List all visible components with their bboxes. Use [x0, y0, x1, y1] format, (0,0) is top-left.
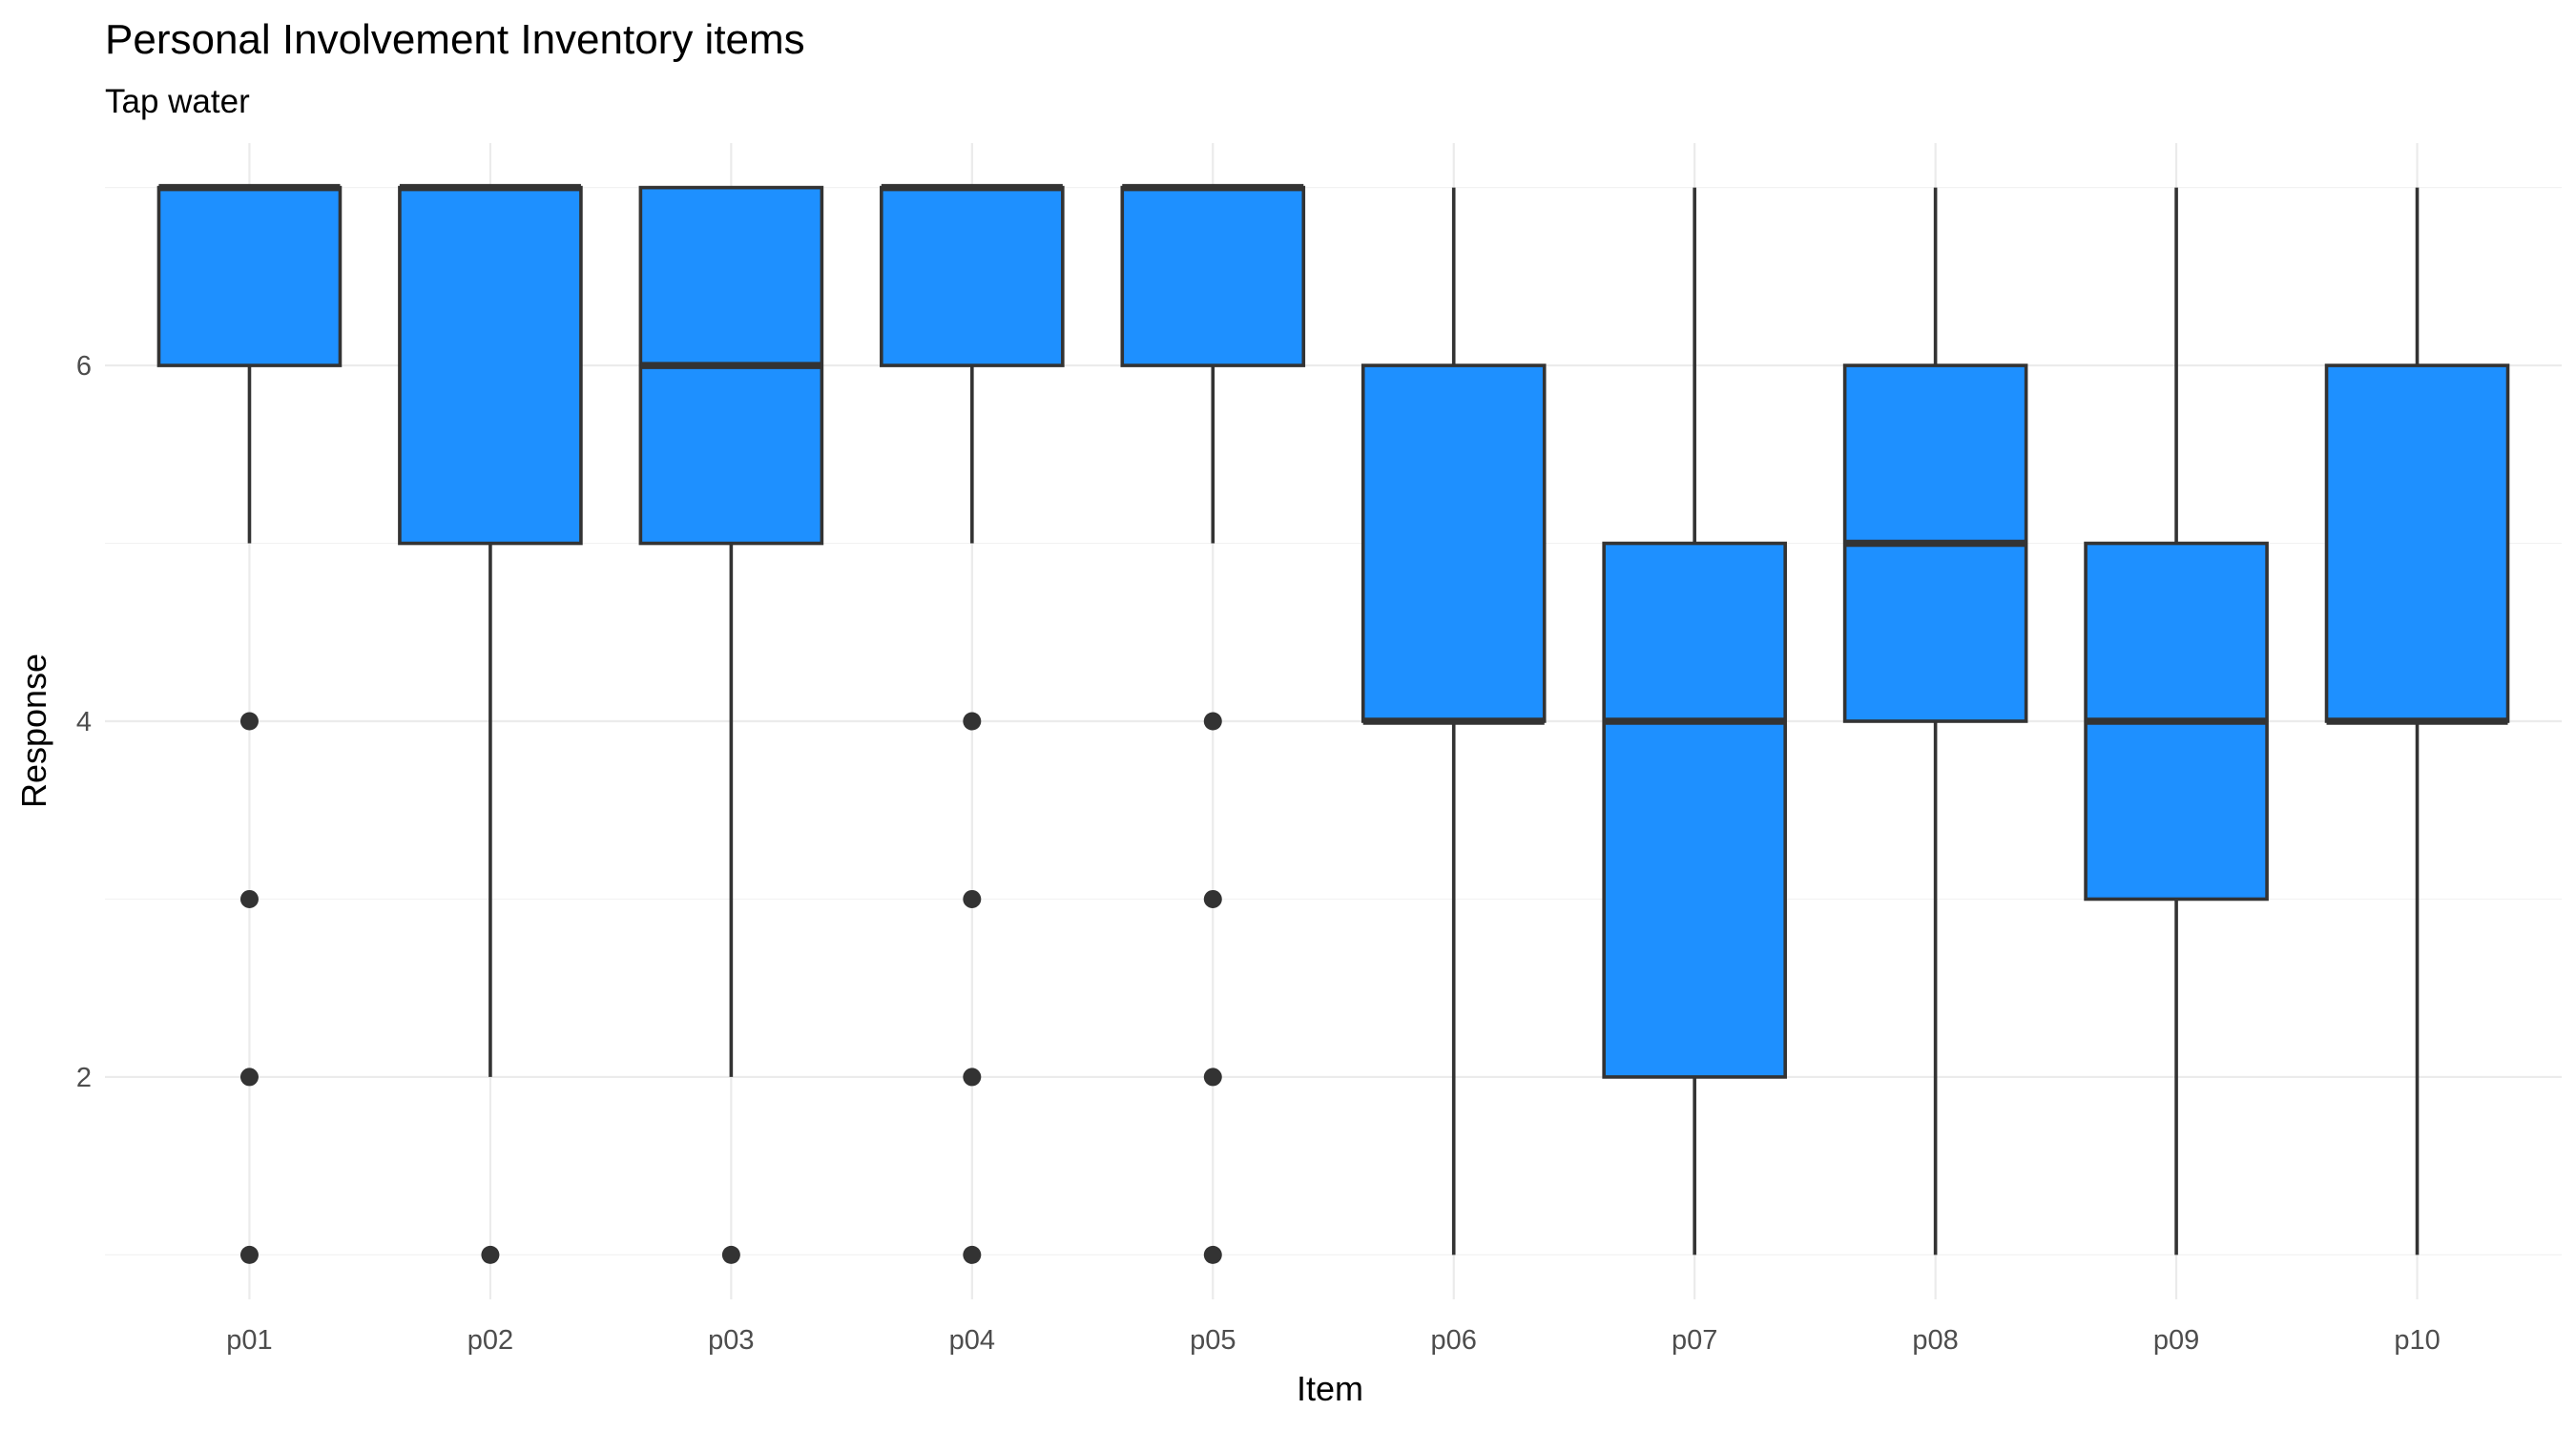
outlier-point — [721, 1245, 740, 1264]
x-tick-label: p04 — [949, 1325, 995, 1356]
outlier-point — [1203, 712, 1222, 731]
x-tick-label: p06 — [1431, 1325, 1477, 1356]
y-tick-label: 2 — [76, 1063, 92, 1093]
outlier-point — [963, 1245, 982, 1264]
outlier-point — [239, 712, 259, 731]
x-tick-label: p02 — [467, 1325, 513, 1356]
box-p01 — [156, 185, 343, 367]
outlier-point — [1203, 1245, 1222, 1264]
box-p06 — [1361, 363, 1547, 723]
outlier-point — [481, 1245, 500, 1264]
x-tick-label: p05 — [1190, 1325, 1236, 1356]
outlier-point — [963, 889, 982, 908]
y-axis-title: Response — [14, 653, 53, 808]
y-tick-label: 4 — [76, 707, 92, 737]
x-tick-label: p09 — [2153, 1325, 2199, 1356]
outlier-point — [963, 712, 982, 731]
chart-title: Personal Involvement Inventory items — [105, 16, 805, 63]
box-p07 — [1602, 541, 1787, 1079]
outlier-point — [239, 1068, 259, 1087]
box-p02 — [398, 185, 583, 546]
box-p04 — [880, 185, 1065, 367]
x-tick-label: p01 — [226, 1325, 272, 1356]
x-tick-label: p07 — [1672, 1325, 1717, 1356]
x-tick-label: p10 — [2394, 1325, 2440, 1356]
outlier-point — [1203, 889, 1222, 908]
outlier-point — [239, 889, 259, 908]
x-tick-label: p08 — [1912, 1325, 1958, 1356]
plot-area: 2 4 6 p01 p02 p03 p04 p05 p06 p07 p08 p09 p10 — [76, 143, 2562, 1356]
outlier-point — [1203, 1068, 1222, 1087]
chart-subtitle: Tap water — [105, 83, 250, 120]
outlier-point — [963, 1068, 982, 1087]
x-axis-title: Item — [1297, 1369, 1363, 1408]
y-tick-label: 6 — [76, 351, 92, 382]
box-p10 — [2324, 363, 2510, 723]
x-tick-label: p03 — [708, 1325, 754, 1356]
outlier-point — [239, 1245, 259, 1264]
box-p05 — [1120, 185, 1306, 367]
